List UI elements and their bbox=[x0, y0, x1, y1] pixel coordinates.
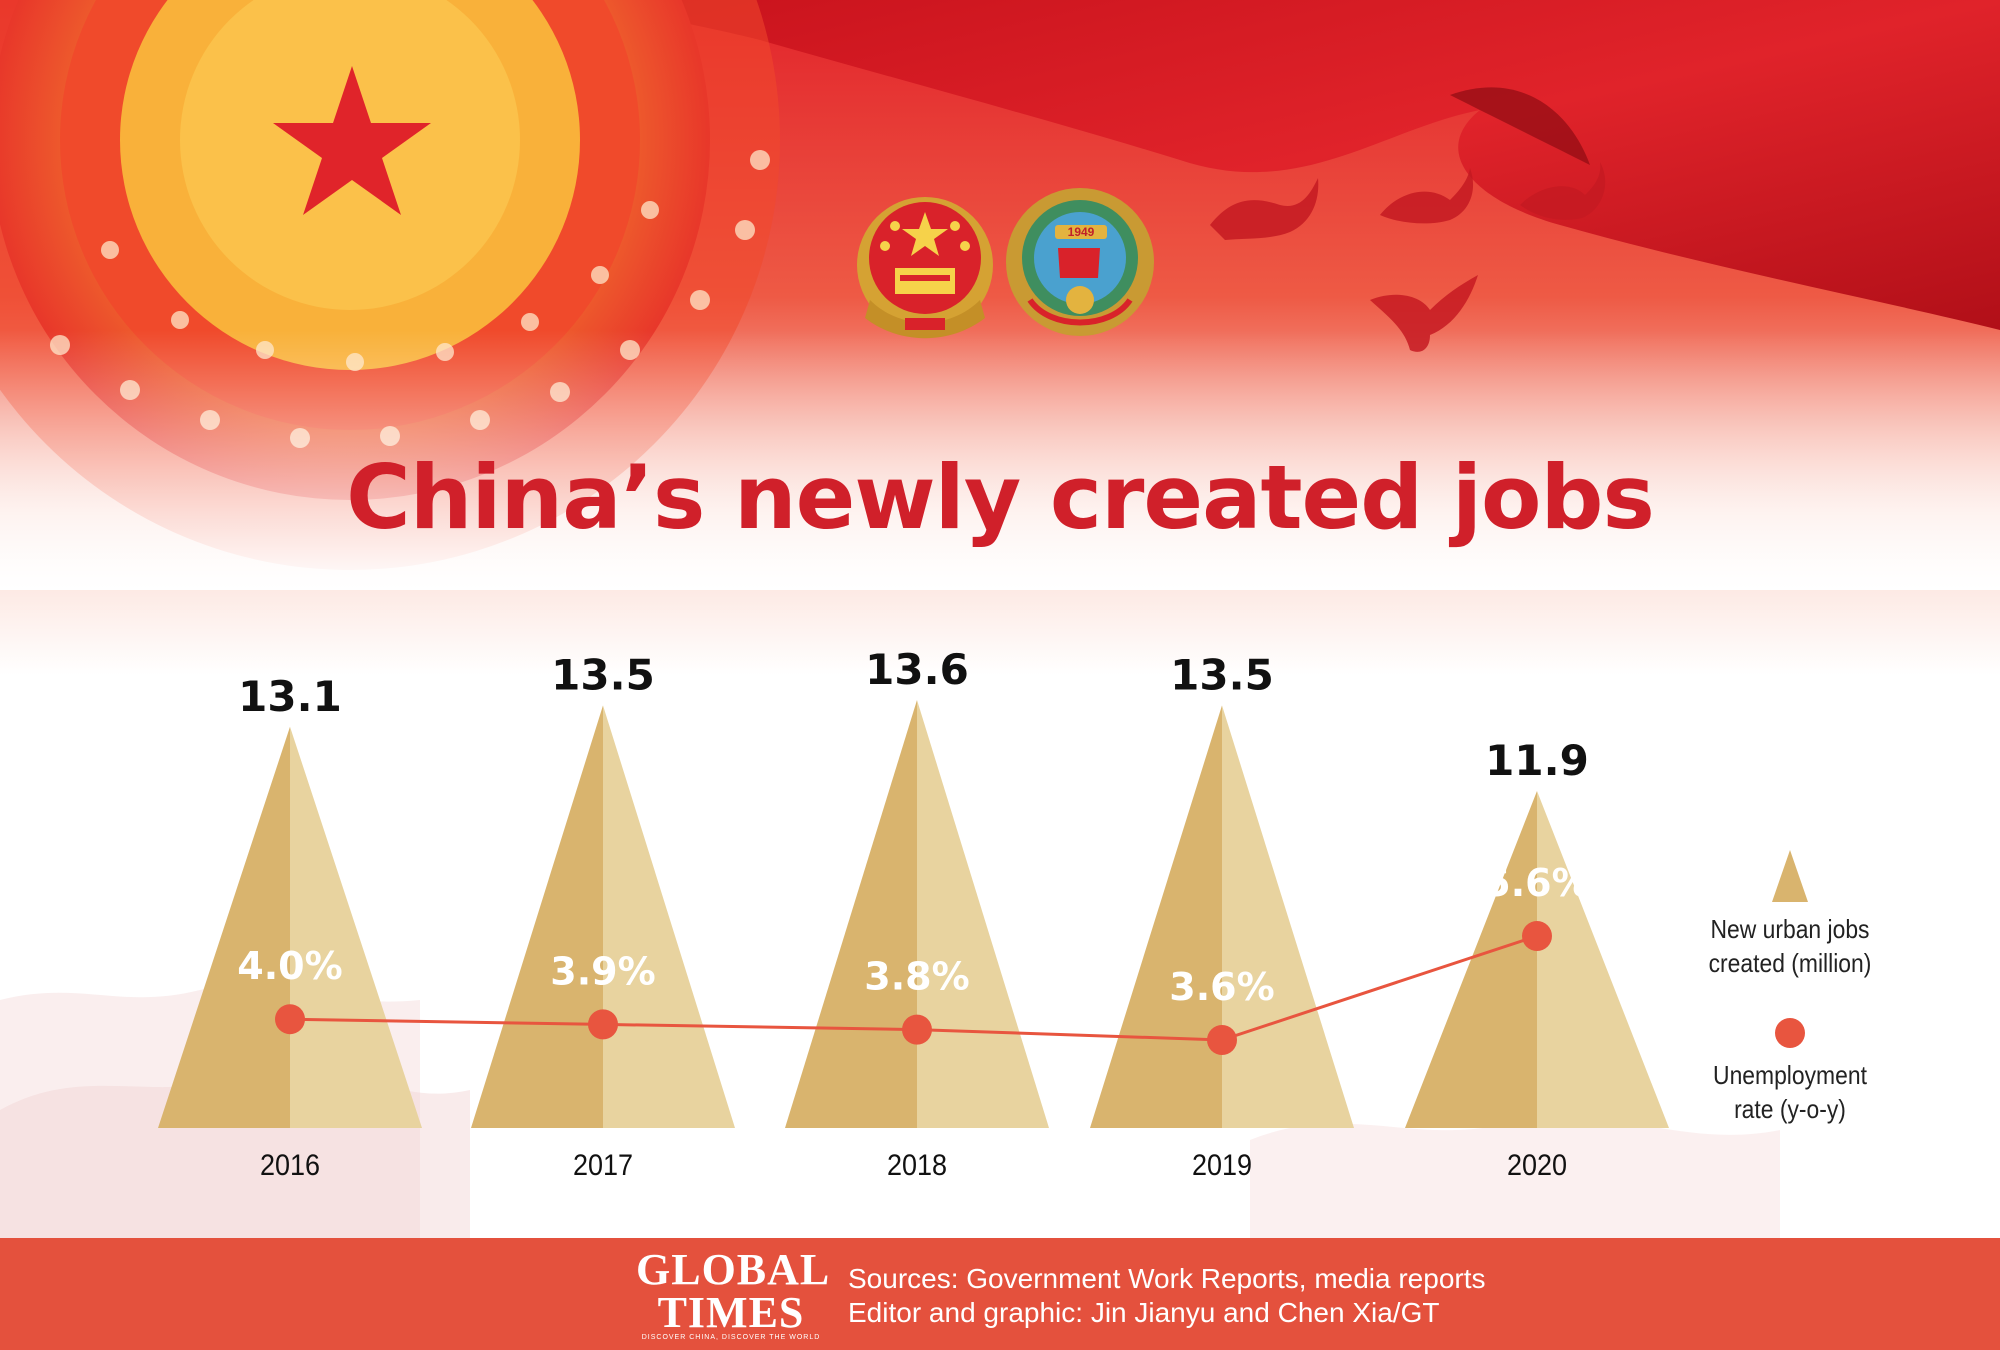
national-emblem-icon bbox=[857, 197, 993, 339]
legend-dot-icon bbox=[1775, 1018, 1805, 1048]
logo-word-global: GLOBAL bbox=[636, 1245, 831, 1294]
legend-unemployment-line1: Unemployment bbox=[1713, 1060, 1867, 1090]
legend-jobs-line1: New urban jobs bbox=[1710, 914, 1870, 944]
year-label: 2019 bbox=[1192, 1149, 1252, 1183]
unemployment-dot bbox=[1522, 921, 1552, 951]
flag-ribbon bbox=[560, 0, 2000, 330]
legend-unemployment-line2: rate (y-o-y) bbox=[1734, 1094, 1846, 1124]
unemployment-rate-label: 3.6% bbox=[1169, 965, 1274, 1009]
page-title: China’s newly created jobs bbox=[346, 446, 1655, 549]
unemployment-dot bbox=[275, 1004, 305, 1035]
jobs-triangle-right bbox=[603, 705, 735, 1128]
jobs-triangle-right bbox=[1222, 705, 1354, 1128]
year-label: 2017 bbox=[573, 1149, 633, 1183]
star-icon bbox=[273, 66, 431, 215]
jobs-value-label: 11.9 bbox=[1485, 736, 1589, 785]
legend-item-jobs: New urban jobs created (million) bbox=[1690, 850, 1890, 980]
jobs-value-label: 13.5 bbox=[1170, 650, 1274, 699]
jobs-triangle-left bbox=[158, 726, 290, 1128]
jobs-triangle-left bbox=[785, 700, 917, 1128]
cppcc-emblem-icon: 1949 bbox=[1006, 188, 1154, 336]
jobs-value-label: 13.6 bbox=[865, 645, 969, 694]
emblem-year: 1949 bbox=[1068, 225, 1095, 239]
legend-triangle-icon bbox=[1772, 850, 1808, 902]
legend-item-unemployment: Unemployment rate (y-o-y) bbox=[1690, 1018, 1890, 1126]
unemployment-rate-label: 4.0% bbox=[237, 944, 342, 988]
jobs-value-label: 13.5 bbox=[551, 650, 655, 699]
jobs-triangle-right bbox=[290, 726, 422, 1128]
editor-text: Editor and graphic: Jin Jianyu and Chen … bbox=[848, 1297, 1440, 1328]
dove-icon bbox=[1210, 162, 1606, 352]
global-times-logo: GLOBAL TIMES DISCOVER CHINA, DISCOVER TH… bbox=[636, 1245, 831, 1342]
jobs-triangle-left bbox=[1090, 705, 1222, 1128]
unemployment-dot bbox=[902, 1014, 932, 1045]
jobs-triangle-right bbox=[1537, 790, 1669, 1128]
unemployment-dot bbox=[1207, 1025, 1237, 1055]
unemployment-rate-label: 5.6% bbox=[1484, 861, 1589, 905]
legend-jobs-line2: created (million) bbox=[1708, 948, 1872, 978]
jobs-value-label: 13.1 bbox=[238, 672, 342, 721]
unemployment-dot bbox=[588, 1009, 618, 1040]
footer: GLOBAL TIMES DISCOVER CHINA, DISCOVER TH… bbox=[0, 1238, 2000, 1350]
unemployment-rate-label: 3.9% bbox=[550, 949, 655, 993]
jobs-triangle-right bbox=[917, 700, 1049, 1128]
logo-word-times: TIMES bbox=[657, 1288, 805, 1337]
jobs-triangle-left bbox=[471, 705, 603, 1128]
jobs-triangle-left bbox=[1405, 790, 1537, 1128]
year-label: 2020 bbox=[1507, 1149, 1567, 1183]
year-label: 2018 bbox=[887, 1149, 947, 1183]
credits: Sources: Government Work Reports, media … bbox=[848, 1262, 1486, 1330]
unemployment-rate-label: 3.8% bbox=[864, 955, 969, 999]
sources-text: Sources: Government Work Reports, media … bbox=[848, 1263, 1486, 1294]
logo-tagline: DISCOVER CHINA, DISCOVER THE WORLD bbox=[641, 1334, 821, 1341]
year-label: 2016 bbox=[260, 1149, 320, 1183]
